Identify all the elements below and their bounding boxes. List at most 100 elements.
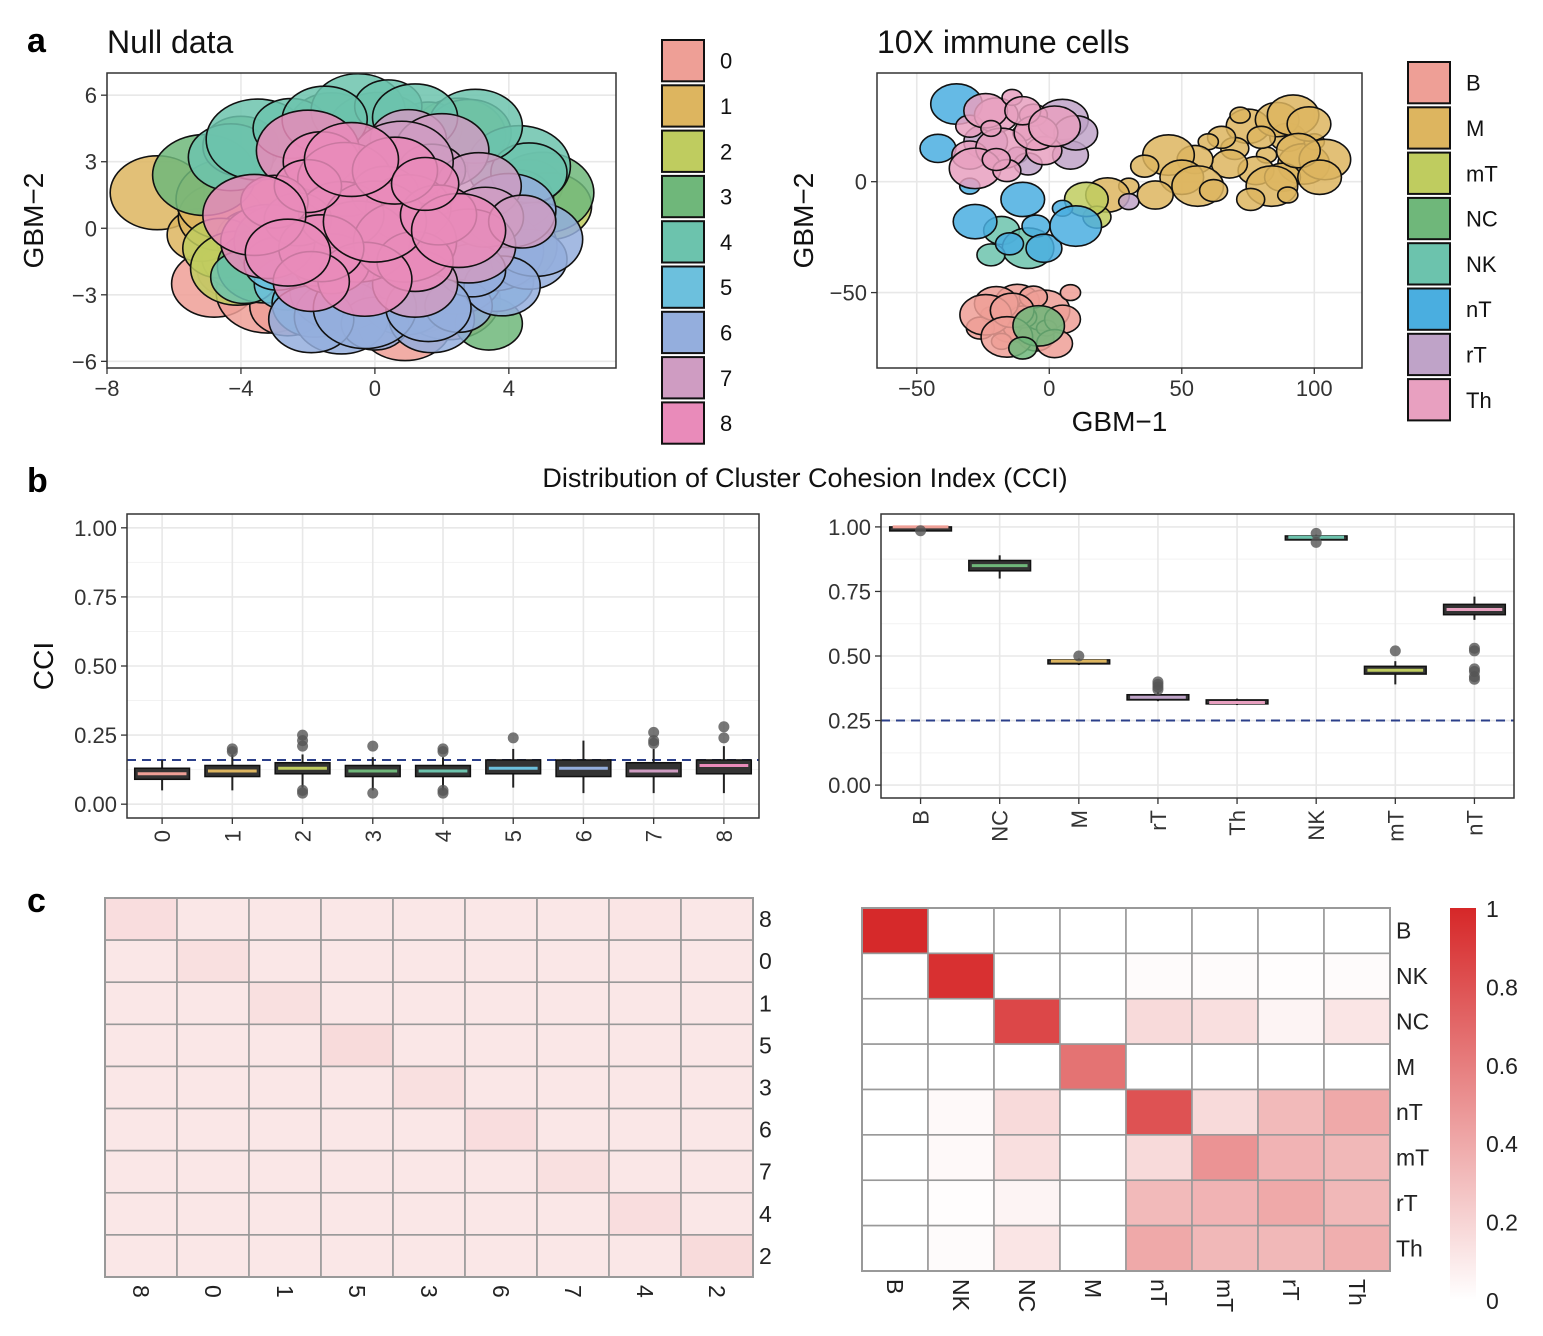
heatmap-cell	[536, 1149, 610, 1194]
heatmap-col-label: 8	[128, 1285, 154, 1298]
heatmap-col-label: M	[1080, 1279, 1106, 1298]
heatmap-cell	[104, 981, 178, 1026]
box-M	[1047, 650, 1111, 666]
scatter-point	[952, 203, 998, 240]
y-axis-label: GBM−2	[18, 173, 49, 269]
y-tick-label: 0	[85, 216, 97, 241]
heatmap-cell	[320, 939, 394, 984]
scatter-plot-a_left: −8 −4 0 4 −6 −3 0 3 6 Null data GBM−2	[18, 24, 617, 401]
heatmap-cell	[536, 1107, 610, 1152]
scatter-point	[1276, 186, 1299, 204]
heatmap-cell	[608, 1191, 682, 1236]
legend-label: 7	[720, 366, 732, 391]
scatter-points	[109, 73, 595, 362]
scatter-point	[1007, 336, 1038, 360]
box-0	[133, 759, 191, 791]
heatmap-cell	[1125, 1179, 1193, 1227]
heatmap-cell	[176, 981, 250, 1026]
heatmap-cell	[320, 897, 394, 941]
heatmap-cell	[248, 1023, 322, 1068]
scatter-point	[244, 218, 332, 287]
x-tick-label: B	[909, 810, 934, 825]
heatmap-cell	[861, 907, 929, 955]
heatmap-cell	[680, 939, 754, 984]
heatmap-row-label: 2	[759, 1243, 772, 1269]
heatmap-cell	[608, 1065, 682, 1110]
y-tick-label: 3	[85, 150, 97, 175]
legend-label: B	[1466, 71, 1481, 96]
heatmap-cell	[861, 1179, 929, 1227]
heatmap-cell	[1191, 1224, 1259, 1272]
heatmap-row-label: NC	[1396, 1008, 1429, 1034]
box-outlier	[367, 740, 379, 752]
legend-label: rT	[1466, 342, 1487, 367]
legend-a_left: 0 1 2 3 4 5 6 7 8	[661, 39, 732, 445]
heatmap-cell	[927, 1134, 995, 1182]
colorbar-bar	[1450, 908, 1476, 1300]
heatmap-row-label: nT	[1396, 1099, 1423, 1125]
heatmap-cell	[1323, 952, 1391, 1000]
heatmap-cell	[392, 1107, 466, 1152]
heatmap-row-label: 4	[759, 1201, 772, 1227]
box-outlier	[507, 732, 519, 744]
heatmap-cell	[248, 1065, 322, 1110]
heatmap-row-label: Th	[1396, 1235, 1423, 1261]
heatmap-cell	[861, 997, 929, 1045]
x-tick-label: NC	[988, 810, 1013, 842]
heatmap-cell	[392, 1191, 466, 1236]
heatmap-cell	[464, 897, 538, 941]
y-tick-label: 0.00	[74, 792, 117, 817]
heatmap-cell	[536, 981, 610, 1026]
heatmap-cell	[927, 952, 995, 1000]
box-outlier	[1468, 663, 1480, 675]
heatmap-cell	[1257, 1179, 1325, 1227]
y-tick-label: 1.00	[74, 516, 117, 541]
heatmap-cell	[176, 1234, 250, 1278]
heatmap-cell	[993, 952, 1061, 1000]
heatmap-row-label: 0	[759, 948, 772, 974]
heatmap-cell	[1059, 1179, 1127, 1227]
scatter-point	[1229, 106, 1251, 124]
scatter-point	[1275, 132, 1322, 169]
legend-label: 1	[720, 94, 732, 119]
heatmap-cell	[104, 1149, 178, 1194]
plot-frame	[876, 72, 1363, 369]
legend-swatch	[661, 265, 705, 309]
x-tick-label: 6	[571, 830, 596, 842]
heatmap-cell	[680, 897, 754, 941]
heatmap-col-label: 1	[272, 1285, 298, 1298]
heatmap-cell	[392, 939, 466, 984]
legend-label: NC	[1466, 207, 1498, 232]
heatmap-cell	[392, 981, 466, 1026]
heatmap-cell	[680, 1149, 754, 1194]
heatmap-cell	[1125, 997, 1193, 1045]
box-outlier	[1073, 650, 1085, 662]
heatmap-cell	[608, 939, 682, 984]
box-1	[204, 743, 261, 791]
colorbar-tick-label: 0.6	[1486, 1053, 1518, 1079]
legend-label: NK	[1466, 252, 1497, 277]
heatmap-cell	[1125, 952, 1193, 1000]
box-nT	[1442, 596, 1507, 685]
heatmap-cell	[861, 1088, 929, 1136]
legend-swatch	[661, 310, 705, 355]
box-8	[695, 721, 753, 794]
heatmap-cell	[1191, 997, 1259, 1045]
scatter-point	[994, 231, 1025, 256]
panel-label: a	[27, 22, 47, 60]
legend-swatch	[661, 401, 705, 445]
scatter-point	[1049, 205, 1103, 248]
heatmap-cell	[1059, 997, 1127, 1045]
heatmap-row-label: 1	[759, 990, 772, 1016]
x-tick-label: Th	[1225, 810, 1250, 836]
heatmap-cell	[176, 1023, 250, 1068]
legend-swatch	[661, 39, 705, 83]
heatmap-cell	[536, 1191, 610, 1236]
heatmap-cell	[927, 1088, 995, 1136]
box-outlier	[718, 732, 730, 744]
heatmap-cell	[464, 1065, 538, 1110]
heatmap-row-label: 3	[759, 1075, 772, 1101]
heatmap-col-label: B	[882, 1279, 908, 1294]
heatmap-cell	[176, 939, 250, 984]
